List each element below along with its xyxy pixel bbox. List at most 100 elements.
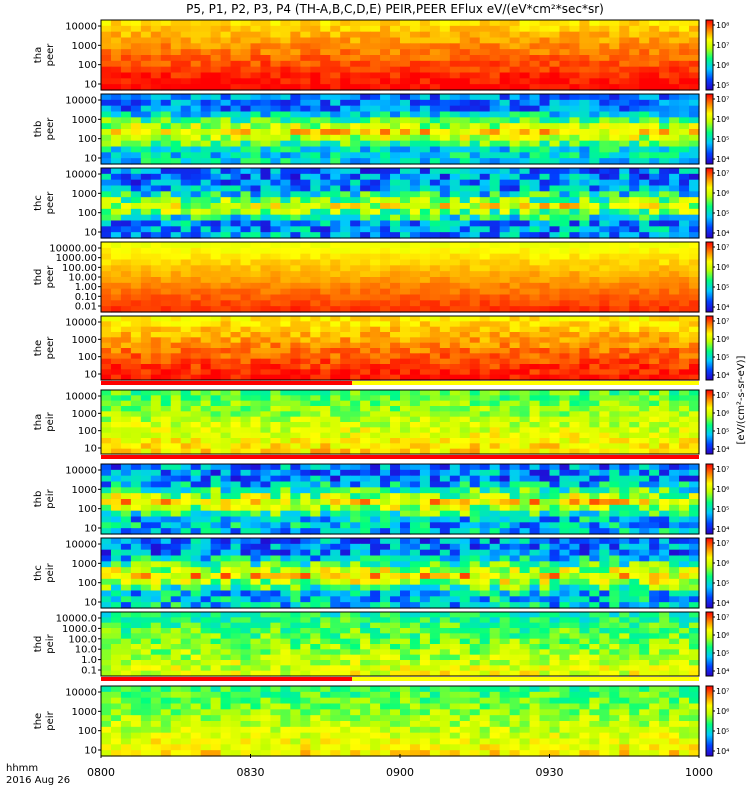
panel-label-type: peer <box>45 117 56 141</box>
y-tick-label: 1000 <box>72 335 97 346</box>
y-tick-label: 10000 <box>65 170 97 181</box>
y-tick-label: 1000.0 <box>62 624 97 635</box>
colorbar <box>705 463 714 535</box>
panel-label-probe: thc <box>33 195 44 211</box>
panel-thb-peir: 10 100 1000 10000 thb peir 10⁴ 10⁵ 10⁶ 10⁷ <box>33 463 729 535</box>
panel-label-probe: thc <box>33 565 44 581</box>
colorbar-tick-label: 10⁶ <box>716 335 729 344</box>
y-tick-label: 1000 <box>72 189 97 200</box>
y-tick-label: 100.0 <box>68 634 97 645</box>
colorbar-tick-label: 10⁴ <box>716 525 729 534</box>
colorbar-tick-label: 10⁷ <box>716 465 729 474</box>
panel-label-type: peer <box>45 336 56 360</box>
x-tick-label: 0830 <box>237 766 265 779</box>
x-tick-label: 0900 <box>386 766 414 779</box>
colorbar-tick-label: 10⁶ <box>716 707 729 716</box>
y-tick-label: 1000 <box>72 41 97 52</box>
colorbar-tick-label: 10⁵ <box>716 283 729 292</box>
panel-frame <box>100 167 700 239</box>
colorbar-tick-label: 10⁴ <box>716 371 729 380</box>
panel-thb-peer: 10 100 1000 10000 thb peer 10⁴ 10⁵ 10⁶ 10⁷ <box>33 93 729 165</box>
colorbar-label: [eV/(cm²-s-sr-eV)] <box>736 355 747 444</box>
y-tick-label: 10000 <box>65 318 97 329</box>
colorbar-tick-label: 10⁴ <box>716 155 729 164</box>
panel-label-probe: thd <box>33 636 44 653</box>
y-tick-label: 10 <box>84 524 97 535</box>
panel-label-probe: the <box>33 713 44 729</box>
colorbar-tick-label: 10⁵ <box>716 727 729 736</box>
spectrogram-cells <box>101 20 700 91</box>
status-bar <box>101 455 699 459</box>
panel-label-type: peir <box>45 562 56 582</box>
y-tick-label: 100.00 <box>62 263 97 274</box>
y-tick-label: 1000 <box>72 485 97 496</box>
y-tick-label: 10000 <box>65 96 97 107</box>
panel-thc-peer: 10 100 1000 10000 thc peer 10⁴ 10⁵ 10⁶ 10⁷ <box>33 167 729 239</box>
chart-title: P5, P1, P2, P3, P4 (TH-A,B,C,D,E) PEIR,P… <box>186 2 604 16</box>
colorbar-tick-label: 10⁷ <box>716 243 729 252</box>
panel-label-type: peer <box>45 191 56 215</box>
colorbar-tick-label: 10⁴ <box>716 747 729 756</box>
y-tick-label: 10000.0 <box>56 614 97 625</box>
panel-frame <box>100 611 700 677</box>
y-tick-label: 100 <box>78 426 97 437</box>
colorbar <box>705 241 714 313</box>
y-tick-label: 1.00 <box>75 282 97 293</box>
colorbar-tick-label: 10⁷ <box>716 169 729 178</box>
y-tick-label: 10.00 <box>68 273 97 284</box>
panel-label-probe: the <box>33 340 44 356</box>
panel-label-type: peir <box>45 633 56 653</box>
y-tick-label: 0.1 <box>81 666 97 677</box>
colorbar-tick-label: 10⁷ <box>716 613 729 622</box>
panel-label-type: peir <box>45 488 56 508</box>
colorbar <box>705 19 714 91</box>
colorbar-tick-label: 10⁵ <box>716 427 729 436</box>
y-tick-label: 1000 <box>72 115 97 126</box>
colorbar-tick-label: 10⁷ <box>716 317 729 326</box>
spectrogram-cells <box>101 464 700 535</box>
panel-label-type: peer <box>45 43 56 67</box>
panel-label-probe: tha <box>33 47 44 63</box>
panel-label-probe: thd <box>33 269 44 286</box>
y-tick-label: 1000 <box>72 559 97 570</box>
spectrogram-cells <box>101 612 700 677</box>
colorbar-tick-label: 10⁴ <box>716 667 729 676</box>
colorbar-tick-label: 10⁵ <box>716 579 729 588</box>
colorbar-tick-label: 10⁴ <box>716 445 729 454</box>
y-tick-label: 0.10 <box>75 292 97 303</box>
colorbar-tick-label: 10⁶ <box>716 409 729 418</box>
colorbar-tick-label: 10⁶ <box>716 485 729 494</box>
y-tick-label: 1000.00 <box>56 253 97 264</box>
y-tick-label: 100 <box>78 726 97 737</box>
colorbar-tick-label: 10⁷ <box>716 539 729 548</box>
colorbar <box>705 93 714 165</box>
y-tick-label: 10000 <box>65 540 97 551</box>
colorbar-tick-label: 10⁶ <box>716 189 729 198</box>
panel-tha-peir: 10 100 1000 10000 tha peir 10⁴ 10⁵ 10⁶ 10⁷ <box>33 389 729 459</box>
y-tick-label: 10 <box>84 154 97 165</box>
y-tick-label: 10000 <box>65 466 97 477</box>
y-tick-label: 100 <box>78 60 97 71</box>
colorbar-tick-label: 10⁶ <box>716 263 729 272</box>
colorbar-tick-label: 10⁸ <box>716 21 729 30</box>
colorbar-tick-label: 10⁴ <box>716 229 729 238</box>
panel-label-probe: thb <box>33 121 44 138</box>
y-tick-label: 10 <box>84 370 97 381</box>
y-tick-label: 10.0 <box>75 645 97 656</box>
spectrogram-cells <box>101 390 700 455</box>
y-tick-label: 1000 <box>72 409 97 420</box>
panel-label-type: peir <box>45 710 56 730</box>
y-tick-label: 100 <box>78 352 97 363</box>
colorbar-tick-label: 10⁴ <box>716 599 729 608</box>
x-tick-label: 0930 <box>536 766 564 779</box>
spectrogram-cells <box>101 686 700 757</box>
panel-frame <box>100 389 700 455</box>
y-tick-label: 10000 <box>65 688 97 699</box>
panel-label-probe: tha <box>33 414 44 430</box>
y-tick-label: 0.01 <box>75 302 97 313</box>
colorbar-tick-label: 10⁷ <box>716 391 729 400</box>
